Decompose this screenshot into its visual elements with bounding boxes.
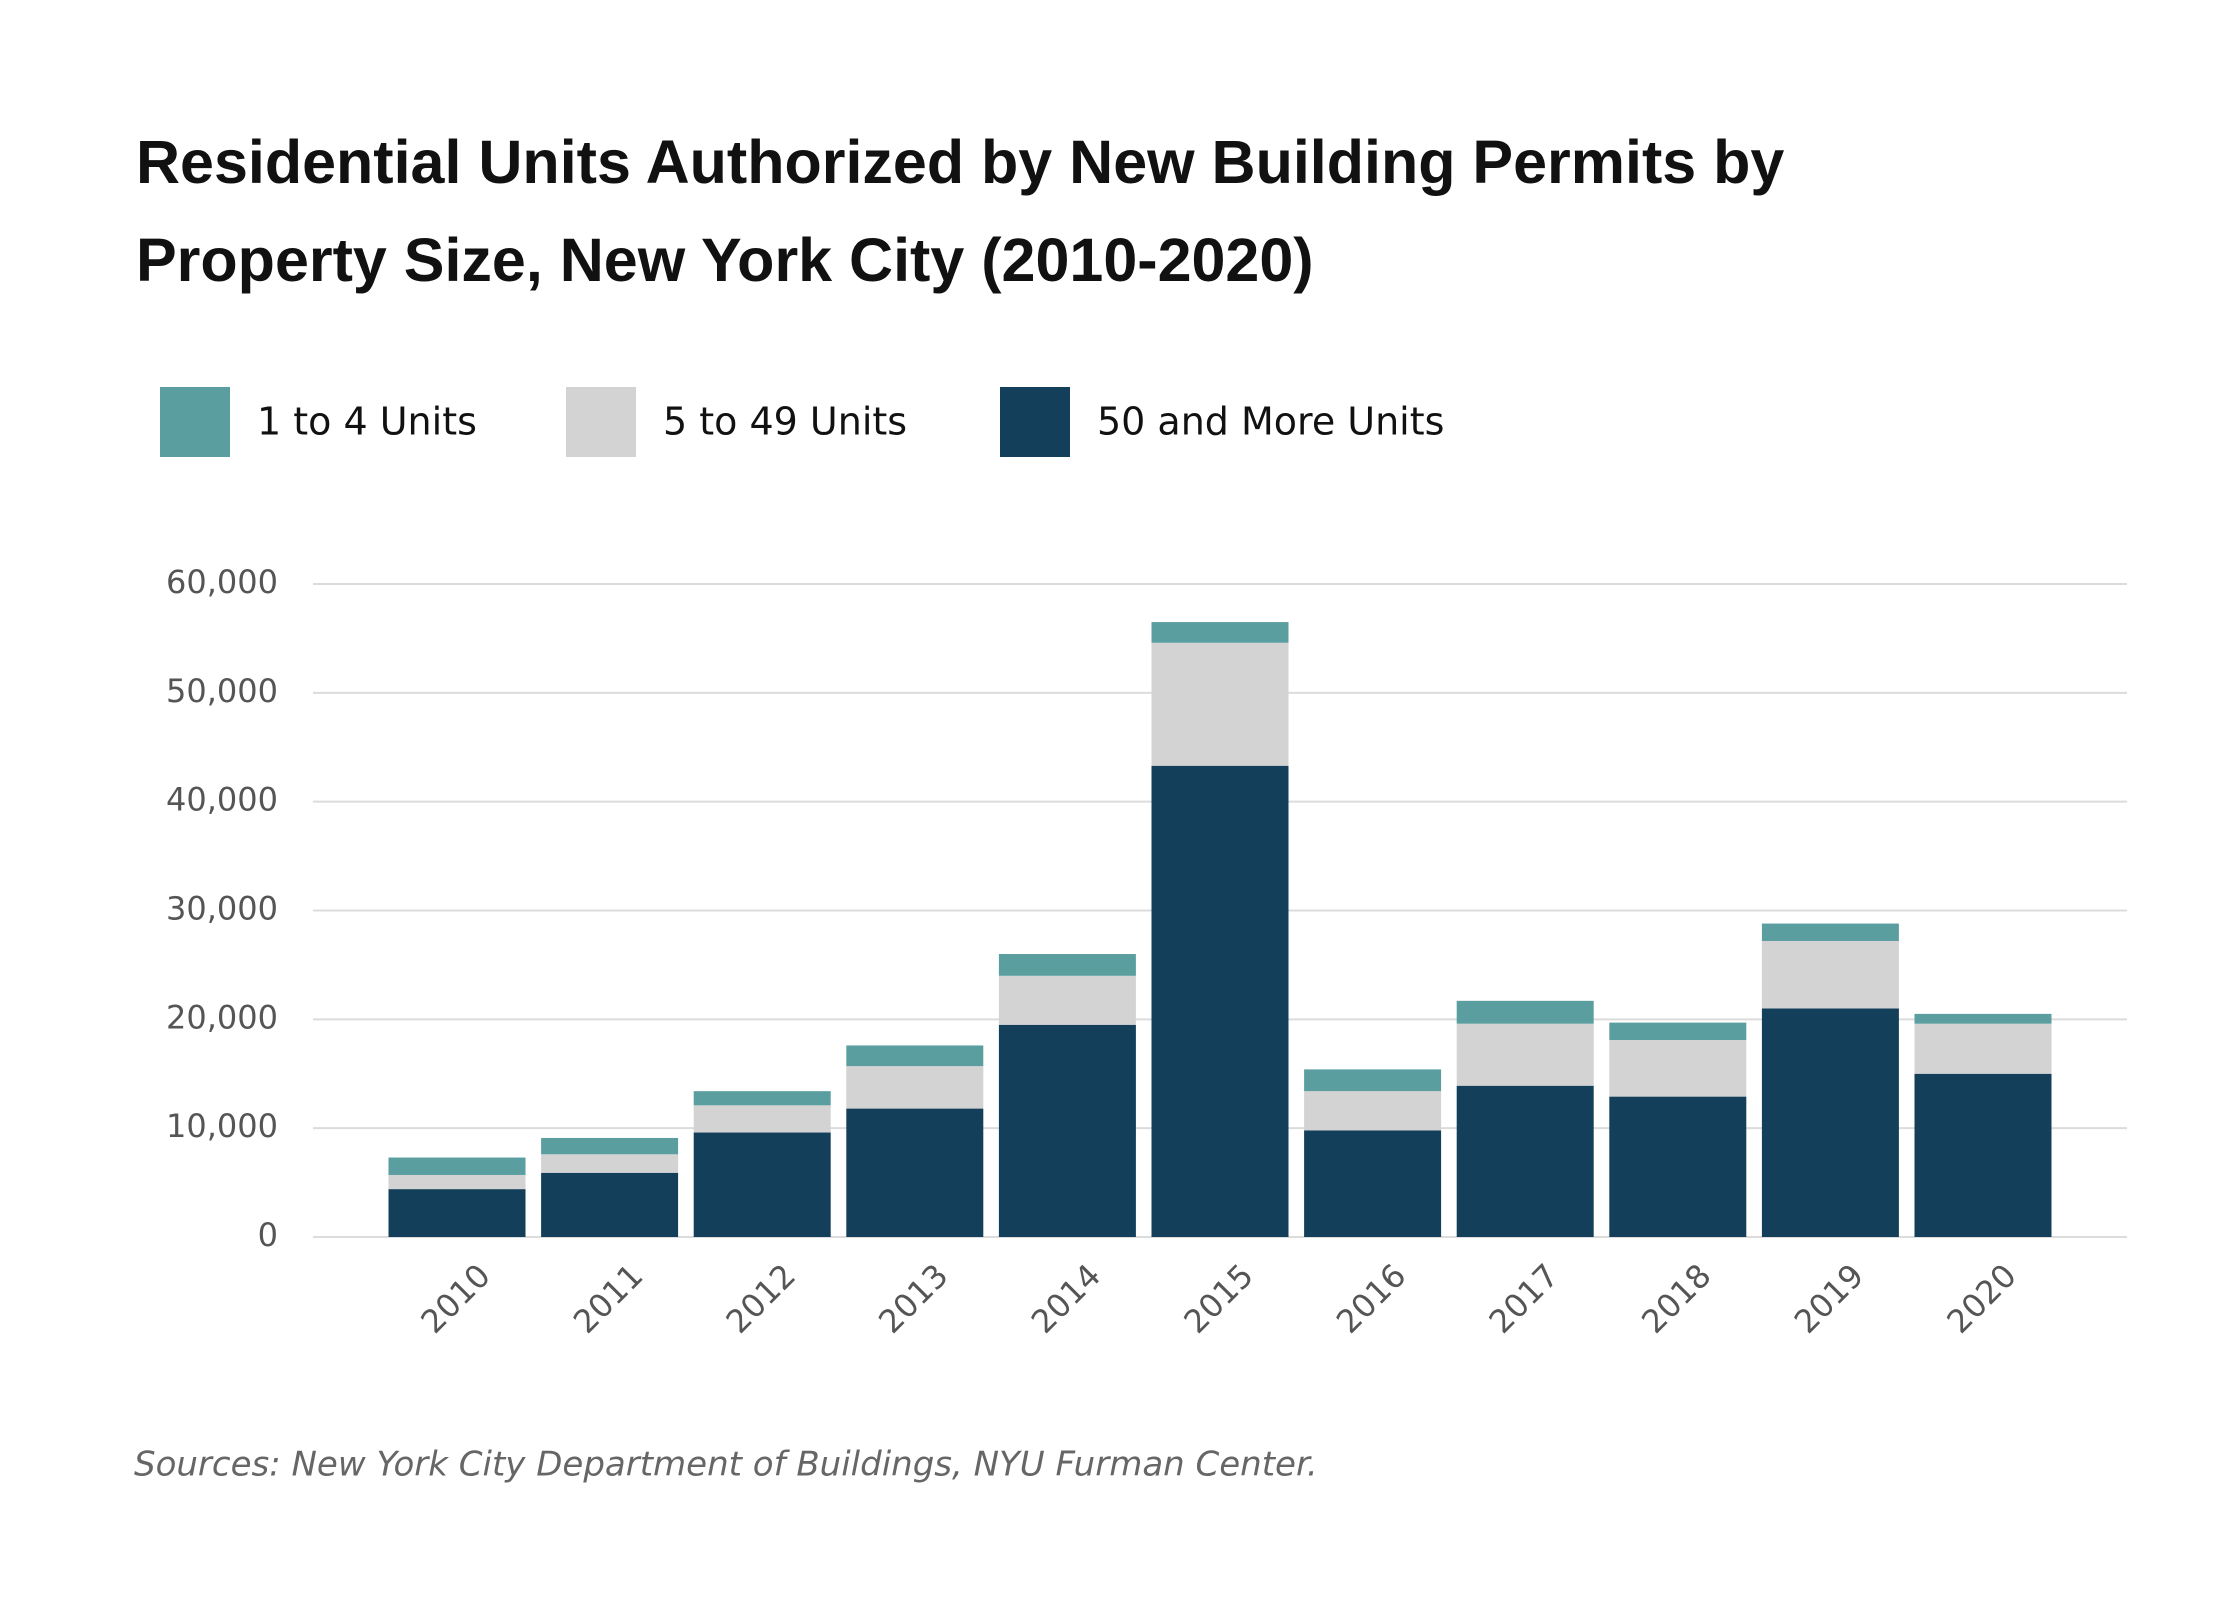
x-tick-label: 2017 xyxy=(1482,1256,1566,1340)
legend-label: 1 to 4 Units xyxy=(257,400,477,444)
bar-segment xyxy=(998,1024,1136,1237)
legend-swatch xyxy=(566,387,636,457)
bar-segment xyxy=(1456,1023,1594,1086)
y-tick-label: 20,000 xyxy=(166,998,278,1036)
y-tick-label: 10,000 xyxy=(166,1107,278,1145)
bar-segment xyxy=(846,1066,984,1109)
bar-segment xyxy=(1609,1096,1747,1237)
bar-segment xyxy=(388,1157,526,1175)
legend-swatch xyxy=(160,387,230,457)
bar-segment xyxy=(1914,1023,2052,1074)
bar-segment xyxy=(1151,642,1289,766)
bar-segment xyxy=(1609,1040,1747,1097)
x-tick-label: 2011 xyxy=(566,1256,650,1340)
bar-segment xyxy=(541,1172,679,1237)
bar-segment xyxy=(1456,1085,1594,1237)
bar-segment xyxy=(1761,940,1899,1009)
bar-segment xyxy=(1151,765,1289,1237)
bar-segment xyxy=(541,1137,679,1155)
x-tick-label: 2013 xyxy=(871,1256,955,1340)
bar-segment xyxy=(846,1045,984,1067)
bar-segment xyxy=(1456,1000,1594,1024)
y-tick-label: 0 xyxy=(258,1216,278,1254)
bar-segment xyxy=(1304,1091,1442,1131)
x-tick-label: 2018 xyxy=(1634,1256,1718,1340)
bar-segment xyxy=(1151,622,1289,643)
bar-segment xyxy=(693,1132,831,1237)
y-tick-label: 40,000 xyxy=(166,781,278,819)
bar-segment xyxy=(388,1174,526,1190)
bar-segment xyxy=(1304,1069,1442,1092)
bar-segment xyxy=(846,1108,984,1237)
y-tick-label: 30,000 xyxy=(166,890,278,928)
y-tick-label: 50,000 xyxy=(166,672,278,710)
bar-segment xyxy=(1304,1130,1442,1237)
bar-segment xyxy=(1914,1073,2052,1237)
bar-segment xyxy=(1914,1013,2052,1024)
bar-segment xyxy=(693,1091,831,1106)
chart-title: Property Size, New York City (2010-2020) xyxy=(136,226,1314,294)
bar-segment xyxy=(693,1105,831,1133)
legend-label: 50 and More Units xyxy=(1097,400,1444,444)
bar-segment xyxy=(1609,1022,1747,1041)
legend-swatch xyxy=(1000,387,1070,457)
bar-segment xyxy=(998,975,1136,1025)
bar-segment xyxy=(541,1154,679,1173)
x-tick-label: 2012 xyxy=(719,1256,803,1340)
bar-segment xyxy=(388,1189,526,1237)
x-tick-label: 2015 xyxy=(1176,1256,1260,1340)
y-tick-label: 60,000 xyxy=(166,563,278,601)
bar-segment xyxy=(1761,923,1899,941)
bar-segment xyxy=(998,954,1136,976)
x-tick-label: 2010 xyxy=(413,1256,497,1340)
x-tick-label: 2020 xyxy=(1939,1256,2023,1340)
legend-label: 5 to 49 Units xyxy=(663,400,907,444)
bar-segment xyxy=(1761,1008,1899,1237)
chart-title: Residential Units Authorized by New Buil… xyxy=(136,128,1784,196)
source-note: Sources: New York City Department of Bui… xyxy=(134,1445,1318,1485)
x-tick-label: 2014 xyxy=(1024,1256,1108,1340)
x-tick-label: 2016 xyxy=(1329,1256,1413,1340)
x-tick-label: 2019 xyxy=(1787,1256,1871,1340)
